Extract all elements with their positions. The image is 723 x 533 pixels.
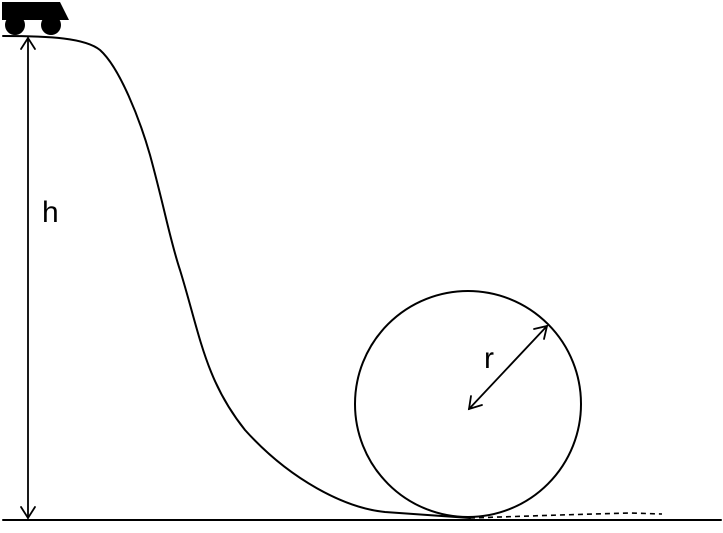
height-label: h (42, 196, 59, 229)
height-arrow (20, 36, 36, 520)
loop-circle (354, 290, 582, 518)
radius-label: r (484, 342, 494, 375)
track-curve (2, 35, 471, 519)
roller-coaster-cart-icon (2, 2, 69, 35)
exit-track-dashed (469, 512, 663, 519)
radius-arrow (467, 324, 549, 411)
